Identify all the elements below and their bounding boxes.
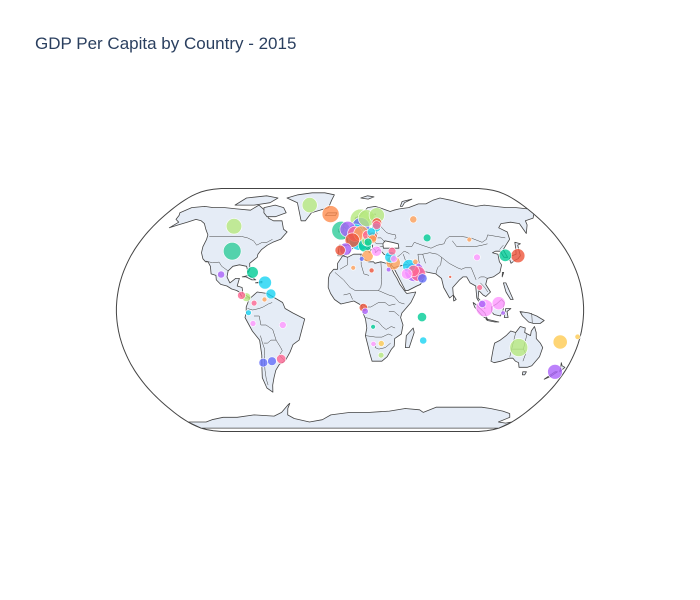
country-bubble[interactable]: Iceland	[321, 205, 340, 223]
land-baffin	[263, 204, 287, 218]
country-border	[392, 250, 410, 261]
country-border	[205, 260, 229, 272]
country-bubble[interactable]: Brazil	[278, 321, 287, 329]
country-border	[263, 339, 277, 344]
country-bubble[interactable]: Venezuela	[261, 296, 268, 303]
country-border	[254, 315, 286, 362]
country-bubble[interactable]: Russia	[409, 215, 418, 224]
country-bubble[interactable]: Croatia	[363, 237, 373, 247]
country-bubble[interactable]: New Zealand	[547, 364, 563, 380]
country-border	[343, 293, 353, 300]
country-bubble[interactable]: Egypt	[386, 267, 392, 273]
country-bubble[interactable]: Angola	[370, 324, 376, 330]
country-border	[531, 312, 533, 324]
country-border	[378, 261, 383, 291]
country-bubble[interactable]: Oman	[417, 273, 428, 284]
country-bubble[interactable]: Libya	[368, 267, 375, 274]
country-bubble[interactable]: Tunisia	[359, 256, 365, 262]
country-border	[380, 226, 397, 240]
country-border	[209, 236, 273, 246]
land-philippines	[503, 282, 514, 300]
country-bubble[interactable]: China	[473, 253, 481, 261]
country-border	[441, 257, 477, 280]
country-bubble[interactable]: Japan	[510, 248, 526, 263]
country-bubble[interactable]: New Caledonia	[552, 334, 568, 350]
country-bubble[interactable]: Mexico	[217, 270, 225, 279]
country-border	[365, 333, 393, 338]
country-border	[339, 257, 348, 270]
country-bubble[interactable]: Malaysia	[478, 299, 487, 308]
land-arctic-islands	[234, 195, 279, 206]
country-border	[388, 311, 400, 317]
country-bubble[interactable]: Australia	[509, 338, 529, 357]
country-bubble[interactable]: Latvia	[372, 220, 382, 230]
land-novaya-zemlya	[399, 198, 413, 207]
country-bubble[interactable]: Bahamas	[246, 266, 259, 279]
country-border	[405, 234, 506, 249]
land-tasmania	[522, 371, 527, 376]
country-bubble[interactable]: Fiji	[574, 333, 581, 340]
country-bubble[interactable]: Seychelles	[417, 312, 427, 322]
country-bubble[interactable]: Argentina	[267, 356, 277, 366]
country-bubble[interactable]: South Korea	[498, 248, 512, 262]
country-border	[480, 282, 489, 293]
land-svalbard	[360, 195, 375, 200]
country-bubble[interactable]: Chile	[258, 358, 268, 368]
country-bubble[interactable]: Portugal	[334, 244, 346, 256]
country-bubble[interactable]: Trinidad and Tobago	[265, 288, 277, 300]
country-bubble[interactable]: Iran	[412, 258, 419, 265]
country-border	[499, 245, 504, 250]
bubble-layer[interactable]: LuxembourgSwitzerlandNorwayQatarIrelandA…	[217, 197, 581, 380]
country-bubble[interactable]: Colombia	[250, 299, 258, 307]
land-south-america	[244, 291, 306, 393]
country-bubble[interactable]: Canada	[225, 218, 243, 235]
chart-title: GDP Per Capita by Country - 2015	[35, 34, 297, 53]
country-bubble[interactable]: Peru	[249, 320, 257, 327]
land-sri-lanka	[452, 294, 457, 302]
country-bubble[interactable]: Botswana	[377, 340, 385, 347]
country-border	[365, 317, 396, 330]
country-bubble[interactable]: Algeria	[350, 265, 356, 271]
country-bubble[interactable]: Brunei	[491, 296, 506, 311]
land-madagascar	[405, 327, 415, 348]
country-bubble[interactable]: United States	[223, 242, 242, 261]
country-bubble[interactable]: Mauritius	[419, 336, 428, 345]
country-bubble[interactable]: Lebanon	[390, 255, 398, 263]
country-bubble[interactable]: South Africa	[377, 352, 385, 359]
country-bubble[interactable]: India	[448, 275, 453, 279]
country-bubble[interactable]: Ecuador	[245, 309, 252, 316]
country-bubble[interactable]: Mongolia	[466, 236, 472, 243]
country-bubble[interactable]: Costa Rica	[237, 291, 246, 300]
country-border	[452, 240, 488, 247]
country-bubble[interactable]: Greece	[371, 245, 382, 257]
country-bubble[interactable]: Thailand	[476, 284, 483, 291]
country-bubble[interactable]: Turkey	[387, 247, 397, 256]
land-sulawesi	[503, 308, 512, 318]
country-border	[247, 302, 273, 311]
land-antarctica	[187, 402, 513, 429]
country-bubble[interactable]: Saudi Arabia	[401, 268, 413, 280]
country-bubble[interactable]: Malta	[361, 249, 374, 262]
country-bubble[interactable]: Greenland	[301, 197, 318, 213]
land-taiwan	[501, 272, 505, 278]
country-bubble[interactable]: Namibia	[370, 340, 377, 347]
country-border	[334, 272, 405, 305]
country-bubble[interactable]: Kazakhstan	[422, 233, 432, 243]
country-border	[478, 276, 488, 279]
country-border	[417, 253, 426, 271]
land-indonesia-java	[485, 318, 500, 323]
country-bubble[interactable]: Indonesia	[500, 310, 506, 316]
country-bubble[interactable]: Puerto Rico	[258, 275, 272, 290]
country-bubble[interactable]: Gabon	[361, 307, 369, 315]
country-bubble[interactable]: Uruguay	[276, 353, 287, 364]
